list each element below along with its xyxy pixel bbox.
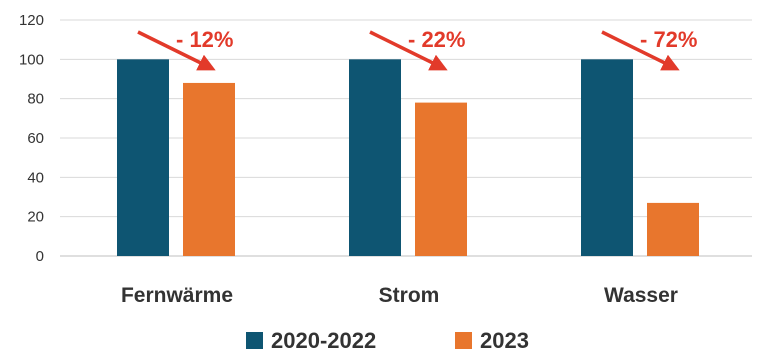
legend-swatch-2023	[455, 332, 472, 349]
bar-fernwärme-2023	[183, 82, 235, 256]
decline-arrow-icon	[369, 30, 448, 71]
y-tick-label: 20	[27, 209, 44, 226]
x-category-label: Wasser	[604, 284, 678, 307]
legend-swatch-2020-2022	[246, 332, 263, 349]
y-tick-label: 100	[19, 51, 44, 68]
decline-arrow-icon	[601, 30, 680, 71]
decline-annotation: - 72%	[640, 27, 697, 52]
bar-fernwärme-2020-2022	[117, 59, 169, 257]
x-axis: Fernwärme Strom Wasser	[121, 284, 678, 307]
y-tick-label: 40	[27, 169, 44, 186]
bar-strom-2020-2022	[349, 59, 401, 257]
legend-label: 2023	[480, 328, 529, 353]
bar-wasser-2020-2022	[581, 59, 633, 257]
legend: 2020-2022 2023	[246, 328, 529, 353]
legend-label: 2020-2022	[271, 328, 376, 353]
bars	[117, 59, 699, 257]
y-tick-label: 120	[19, 12, 44, 29]
x-category-label: Strom	[379, 284, 440, 307]
gridlines	[60, 19, 752, 257]
decline-arrow-icon	[137, 30, 216, 71]
decline-annotation: - 12%	[176, 27, 233, 52]
y-tick-label: 80	[27, 91, 44, 108]
bar-wasser-2023	[647, 202, 699, 256]
annotations: - 12% - 22% - 72%	[137, 27, 697, 71]
decline-annotation: - 22%	[408, 27, 465, 52]
bar-strom-2023	[415, 102, 467, 256]
x-category-label: Fernwärme	[121, 284, 233, 307]
y-tick-label: 60	[27, 130, 44, 147]
y-axis: 0 20 40 60 80 100 120	[19, 12, 44, 265]
y-tick-label: 0	[36, 248, 44, 265]
